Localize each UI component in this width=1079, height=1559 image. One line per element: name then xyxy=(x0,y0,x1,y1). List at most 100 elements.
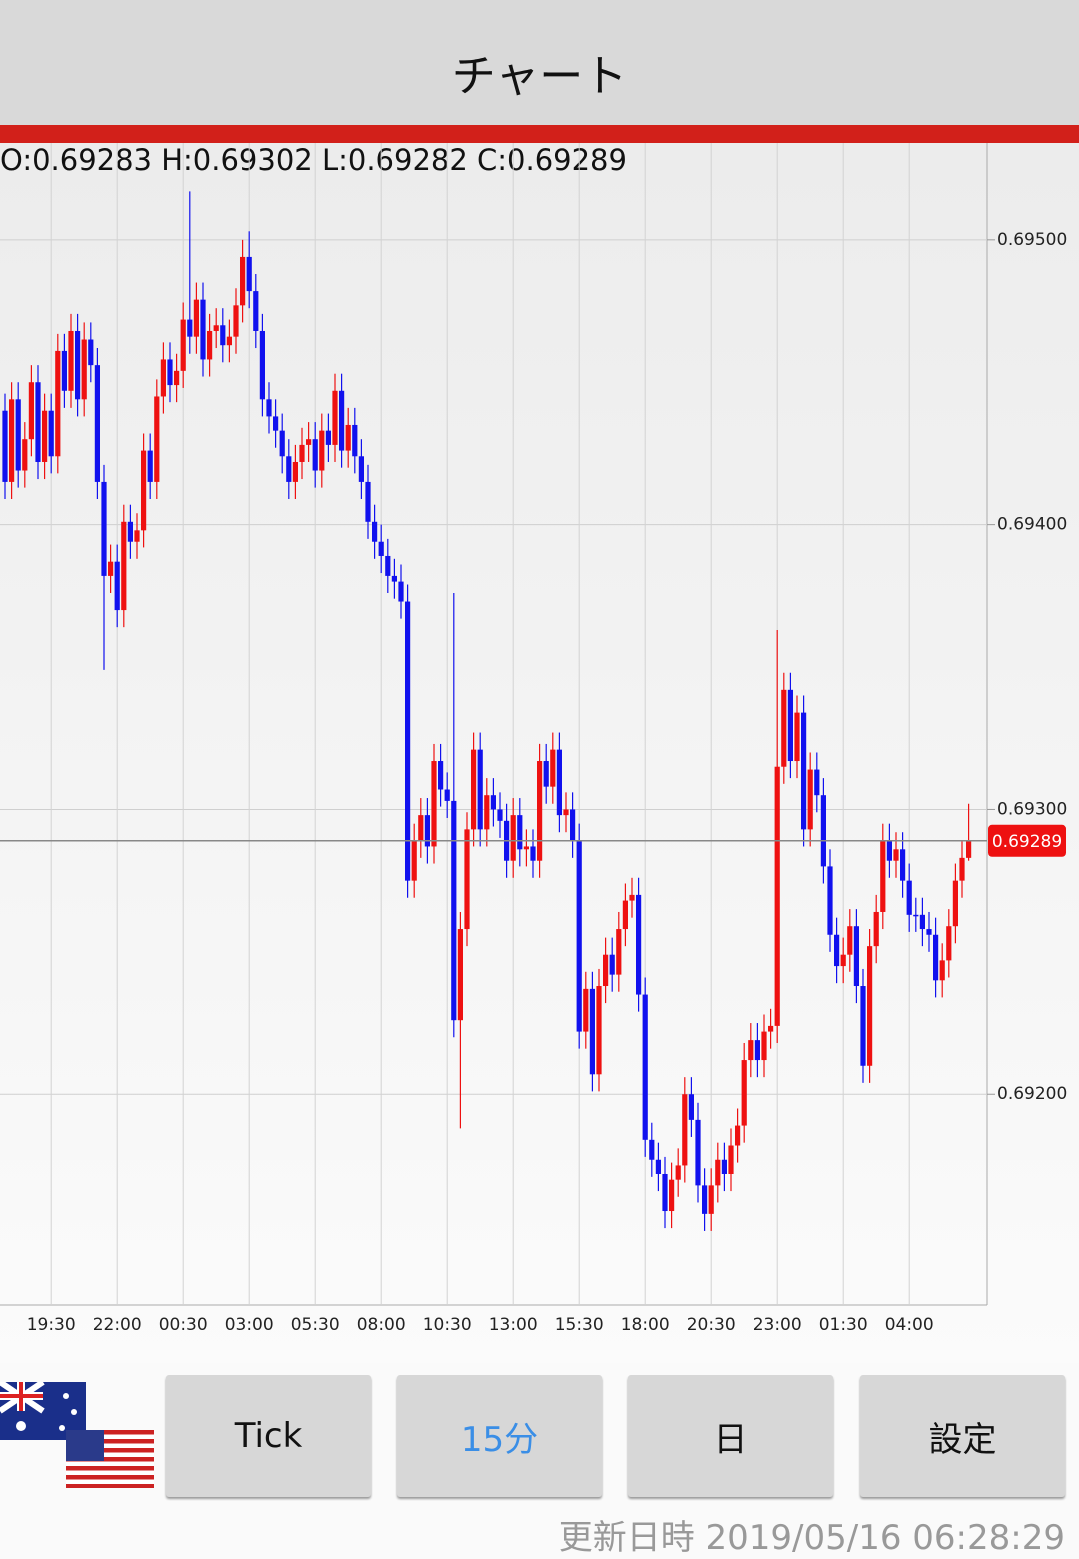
candle-body xyxy=(523,846,529,850)
candle-body xyxy=(919,914,925,930)
candle-body xyxy=(939,960,945,981)
ohlc-readout: O:0.69283 H:0.69302 L:0.69282 C:0.69289 xyxy=(0,143,627,177)
candle-body xyxy=(193,299,199,337)
candle-body xyxy=(253,291,259,331)
candle-body xyxy=(609,954,615,975)
candle-body xyxy=(48,410,54,457)
candle-body xyxy=(873,911,879,947)
candle-body xyxy=(279,430,285,457)
candle-body xyxy=(860,986,866,1066)
current-price-label: 0.69289 xyxy=(992,832,1062,852)
candle-body xyxy=(312,439,318,471)
chart: O:0.69283 H:0.69302 L:0.69282 C:0.69289 … xyxy=(0,143,1079,1363)
x-tick-label: 08:00 xyxy=(357,1315,406,1335)
candle-body xyxy=(900,849,906,881)
candle-body xyxy=(405,601,411,881)
daily-button[interactable]: 日 xyxy=(628,1375,833,1497)
candle-body xyxy=(688,1094,694,1120)
candle-body xyxy=(761,1031,767,1061)
candle-body xyxy=(537,761,543,861)
candle-body xyxy=(418,815,424,841)
candle-body xyxy=(28,382,34,440)
candle-body xyxy=(378,541,384,556)
candle-body xyxy=(101,481,107,576)
x-tick-label: 19:30 xyxy=(27,1315,76,1335)
candle-body xyxy=(741,1060,747,1126)
candle-body xyxy=(847,926,853,955)
candle-body xyxy=(2,410,8,482)
candle-body xyxy=(339,390,345,451)
candle-body xyxy=(372,521,378,542)
candle-body xyxy=(596,986,602,1075)
candle-body xyxy=(240,256,246,306)
candle-body xyxy=(424,815,430,847)
candle-body xyxy=(820,795,826,867)
candle-body xyxy=(94,365,100,482)
candle-body xyxy=(464,829,470,930)
settings-button[interactable]: 設定 xyxy=(860,1375,1065,1497)
candle-body xyxy=(794,712,800,762)
candle-body xyxy=(68,330,74,391)
candle-body xyxy=(966,840,972,858)
candle-body xyxy=(306,439,312,445)
candle-body xyxy=(886,840,892,861)
candle-body xyxy=(807,769,813,830)
candle-body xyxy=(55,350,61,457)
candle-body xyxy=(589,988,595,1075)
candle-body xyxy=(708,1185,714,1214)
candle-body xyxy=(662,1173,668,1212)
x-tick-label: 22:00 xyxy=(93,1315,142,1335)
candle-body xyxy=(774,766,780,1026)
candle-body xyxy=(675,1165,681,1180)
accent-bar xyxy=(0,125,1079,143)
candle-body xyxy=(352,424,358,457)
candle-body xyxy=(510,815,516,861)
candle-body xyxy=(121,521,127,611)
candle-body xyxy=(141,450,147,531)
candle-body xyxy=(702,1185,708,1214)
candle-body xyxy=(431,761,437,847)
candle-body xyxy=(226,336,232,346)
candle-body xyxy=(444,789,450,801)
candle-body xyxy=(570,809,576,841)
candle-body xyxy=(9,399,15,482)
candle-body xyxy=(616,929,622,975)
candle-body xyxy=(721,1159,727,1174)
candle-body xyxy=(583,988,589,1032)
y-tick-label: 0.69300 xyxy=(997,799,1067,819)
tick-button[interactable]: Tick xyxy=(166,1375,371,1497)
candle-body xyxy=(669,1179,675,1212)
candle-body xyxy=(180,319,186,371)
candle-body xyxy=(259,330,265,400)
candle-body xyxy=(530,846,536,861)
candle-body xyxy=(15,399,21,471)
candle-body xyxy=(167,359,173,386)
candle-body xyxy=(787,689,793,762)
candle-body xyxy=(160,359,166,397)
candle-body xyxy=(438,761,444,790)
candle-body xyxy=(213,325,219,331)
candle-body xyxy=(748,1040,754,1061)
candle-body xyxy=(385,555,391,576)
15min-button[interactable]: 15分 xyxy=(397,1375,602,1497)
x-tick-label: 18:00 xyxy=(621,1315,670,1335)
candle-body xyxy=(959,857,965,881)
candle-body xyxy=(781,689,787,767)
candle-body xyxy=(827,866,833,935)
candle-body xyxy=(735,1125,741,1146)
candle-body xyxy=(398,581,404,602)
candle-body xyxy=(926,929,932,935)
candle-body xyxy=(728,1145,734,1174)
candle-body xyxy=(814,769,820,796)
candle-body xyxy=(682,1094,688,1166)
x-tick-label: 20:30 xyxy=(687,1315,736,1335)
candle-body xyxy=(22,439,28,471)
app-bar: チャート xyxy=(0,0,1079,125)
candle-body xyxy=(952,880,958,927)
candle-body xyxy=(319,430,325,471)
candle-body xyxy=(127,521,133,542)
y-tick-label: 0.69500 xyxy=(997,230,1067,250)
candle-body xyxy=(299,444,305,462)
x-tick-label: 15:30 xyxy=(555,1315,604,1335)
